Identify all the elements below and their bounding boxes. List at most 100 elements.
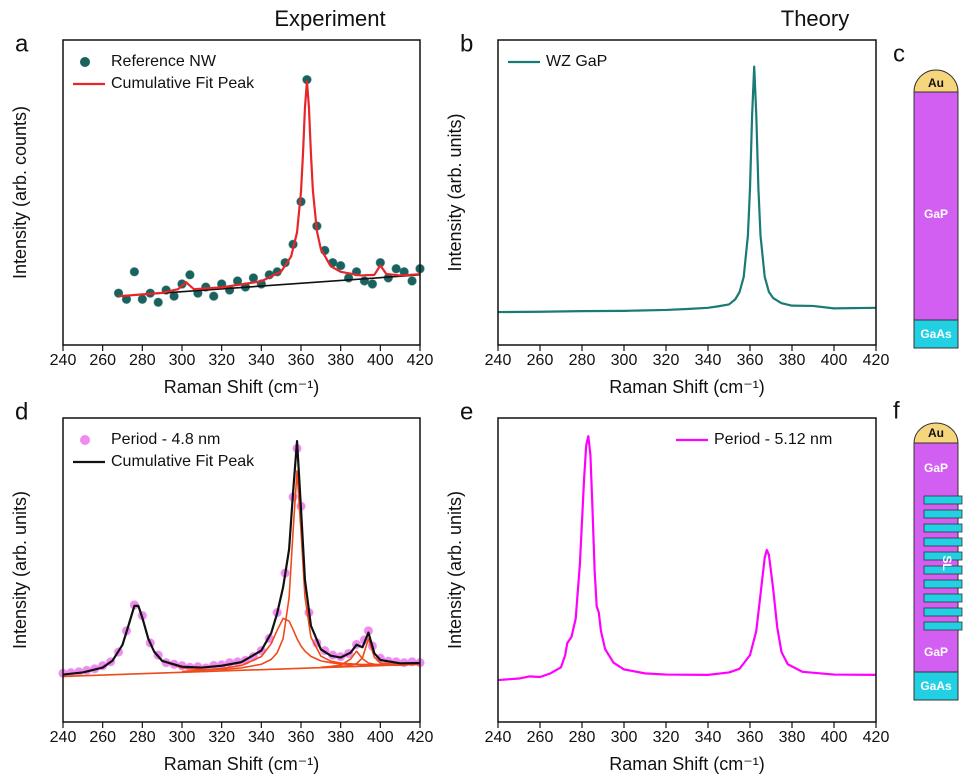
y-axis-label: Intensity (arb. counts) <box>10 106 30 279</box>
au-cap <box>913 422 959 444</box>
data-line <box>118 80 421 298</box>
data-point <box>185 270 195 280</box>
x-axis-label: Raman Shift (cm⁻¹) <box>164 754 320 774</box>
x-tick-label: 300 <box>169 729 196 746</box>
x-tick-label: 360 <box>288 352 315 369</box>
x-tick-label: 420 <box>863 352 890 369</box>
data-point <box>391 264 401 274</box>
stripe <box>923 537 963 547</box>
stripe <box>923 495 963 505</box>
x-tick-label: 260 <box>89 729 116 746</box>
legend-label: Cumulative Fit Peak <box>111 453 255 470</box>
stripe <box>923 621 963 631</box>
x-tick-label: 340 <box>695 352 722 369</box>
data-point <box>137 294 148 304</box>
data-point <box>335 261 346 271</box>
panel-label: a <box>15 30 29 57</box>
y-axis-label: Intensity (arb. units) <box>10 491 30 649</box>
layer-label: SL <box>940 555 954 570</box>
layer-label: GaP <box>924 461 948 475</box>
panel: 240 260 280 300 320 340 360 380 400 420 d Raman Shi… <box>10 398 434 773</box>
x-tick-label: 280 <box>129 729 156 746</box>
layer-label: GaP <box>924 207 948 221</box>
legend-label: Period - 4.8 nm <box>111 431 220 448</box>
x-tick-label: 240 <box>485 352 512 369</box>
x-axis-label: Raman Shift (cm⁻¹) <box>609 754 765 774</box>
y-axis-label: Intensity (arb. units) <box>445 491 465 649</box>
data-line <box>62 440 421 676</box>
fit-component <box>221 470 421 671</box>
panel: 240 260 280 300 320 340 360 380 400 420 e Raman Shi… <box>445 398 890 773</box>
au-cap <box>913 69 959 93</box>
data-point <box>248 273 259 283</box>
sl-stripes <box>923 495 963 631</box>
plot-frame <box>497 417 877 723</box>
y-axis-label: Intensity (arb. units) <box>445 113 465 271</box>
x-tick-label: 320 <box>208 729 235 746</box>
data-point <box>129 267 140 277</box>
layer-label: Au <box>928 76 944 90</box>
x-tick-label: 320 <box>208 352 235 369</box>
plot-frame <box>62 417 421 723</box>
x-tick-label: 360 <box>737 352 764 369</box>
stripe <box>923 551 963 561</box>
x-tick-label: 300 <box>611 352 638 369</box>
panel-label: d <box>15 398 28 425</box>
x-tick-label: 320 <box>653 352 680 369</box>
fit-component <box>320 650 421 669</box>
stripe <box>923 509 963 519</box>
panel-label: c <box>893 40 905 67</box>
stripe <box>923 607 963 617</box>
stripe <box>923 565 963 575</box>
x-tick-label: 380 <box>327 729 354 746</box>
gaas-base <box>913 319 959 349</box>
legend-label: Period - 5.12 nm <box>714 431 832 448</box>
plot-frame <box>497 39 877 346</box>
panel-title: Experiment <box>274 6 385 31</box>
x-tick-label: 380 <box>779 352 806 369</box>
panel-label: f <box>893 397 900 424</box>
x-tick-label: 340 <box>248 352 275 369</box>
data-line <box>497 65 877 314</box>
x-tick-label: 240 <box>485 729 512 746</box>
layer-label: GaAs <box>920 327 952 341</box>
x-tick-label: 260 <box>527 352 554 369</box>
x-tick-label: 420 <box>863 729 890 746</box>
panel-label: e <box>460 398 473 425</box>
x-tick-label: 420 <box>407 352 434 369</box>
diagram-f: f Au GaP SL GaP GaAs <box>893 397 963 701</box>
layer-label: Au <box>928 426 944 440</box>
stripe <box>923 579 963 589</box>
panel-title: Theory <box>781 6 849 31</box>
x-tick-label: 360 <box>737 729 764 746</box>
data-point <box>209 291 219 301</box>
x-axis-label: Raman Shift (cm⁻¹) <box>164 377 320 397</box>
panel-label: b <box>460 30 473 57</box>
plot-frame <box>62 39 421 346</box>
gap-body <box>913 91 959 321</box>
x-tick-label: 280 <box>569 352 596 369</box>
legend-marker <box>80 57 90 67</box>
layer-label: GaAs <box>920 679 952 693</box>
fit-component <box>181 617 421 673</box>
layer-label: GaP <box>924 645 948 659</box>
data-point <box>367 279 378 289</box>
diagram-c: c Au GaP GaAs <box>893 40 959 349</box>
x-tick-label: 260 <box>89 352 116 369</box>
x-tick-label: 300 <box>611 729 638 746</box>
x-tick-label: 260 <box>527 729 554 746</box>
x-tick-label: 320 <box>653 729 680 746</box>
x-tick-label: 360 <box>288 729 315 746</box>
x-tick-label: 340 <box>248 729 275 746</box>
x-tick-label: 300 <box>169 352 196 369</box>
x-tick-label: 240 <box>50 729 77 746</box>
fit-component <box>118 274 421 297</box>
legend-label: Cumulative Fit Peak <box>111 75 255 92</box>
x-tick-label: 380 <box>327 352 354 369</box>
data-line <box>497 435 877 682</box>
stripe <box>923 523 963 533</box>
legend-label: WZ GaP <box>546 53 607 70</box>
x-tick-label: 400 <box>367 729 394 746</box>
panel: 240 260 280 300 320 340 360 380 400 420 a Experimen… <box>10 6 434 397</box>
